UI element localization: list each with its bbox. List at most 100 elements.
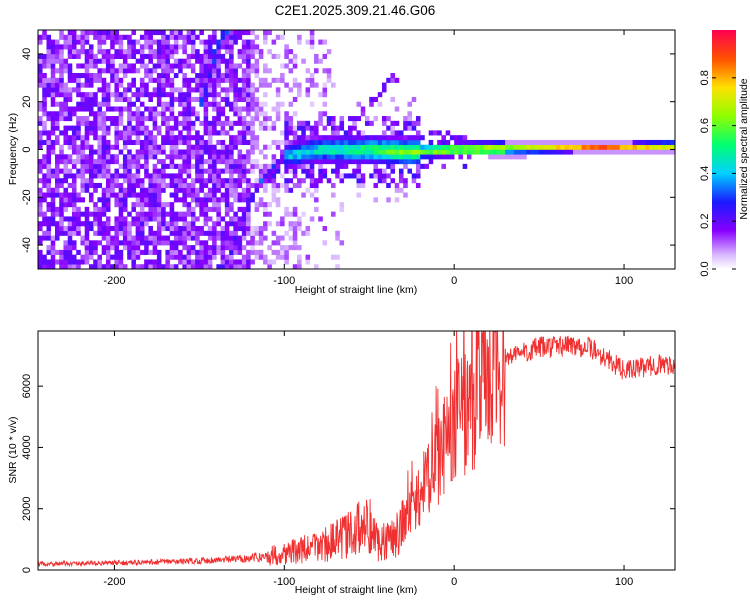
- spectrogram-cell: [628, 149, 633, 155]
- spectrogram-cell: [207, 49, 213, 55]
- spectrogram-cell: [105, 206, 111, 212]
- spectrogram-cell: [84, 245, 90, 251]
- spectrogram-cell: [76, 82, 81, 88]
- spectrogram-cell: [420, 154, 425, 160]
- spectrogram-cell: [195, 168, 200, 174]
- spectrogram-cell: [441, 163, 446, 169]
- spectrogram-cell: [161, 87, 166, 93]
- spectrogram-cell: [63, 87, 69, 93]
- spectrogram-cell: [161, 221, 166, 227]
- spectrogram-cell: [71, 130, 77, 136]
- spectrogram-cell: [93, 34, 98, 40]
- spectrogram-cell: [203, 197, 209, 203]
- spectrogram-cell: [63, 216, 69, 222]
- spectrogram-cell: [335, 230, 340, 236]
- spectrogram-cell: [237, 130, 243, 136]
- spectrogram-cell: [148, 202, 153, 208]
- spectrogram-cell: [348, 159, 353, 165]
- spectrogram-cell: [212, 178, 217, 184]
- spectrogram-cell: [190, 259, 196, 265]
- spectrogram-cell: [564, 149, 570, 155]
- spectrogram-cell: [38, 63, 43, 69]
- spectrogram-cell: [71, 106, 77, 112]
- spectrogram-cell: [203, 77, 209, 83]
- spectrogram-cell: [186, 34, 192, 40]
- spectrogram-cell: [428, 159, 434, 165]
- spectrogram-cell: [356, 149, 362, 155]
- spectrogram-cell: [220, 87, 226, 93]
- spectrogram-cell: [212, 154, 217, 160]
- spectrogram-cell: [547, 149, 553, 155]
- spectrogram-cell: [97, 58, 102, 64]
- spectrogram-cell: [335, 235, 340, 241]
- spectrogram-cell: [131, 53, 136, 59]
- spectrogram-cell: [224, 73, 230, 79]
- spectrogram-cell: [237, 225, 243, 232]
- spectrogram-cell: [76, 63, 81, 69]
- spectrogram-cell: [254, 163, 260, 169]
- spectrogram-cell: [135, 192, 141, 198]
- spectrogram-cell: [148, 96, 153, 102]
- spectrogram-cell: [144, 159, 149, 165]
- spectrogram-cell: [182, 225, 187, 232]
- spectrogram-cell: [169, 92, 175, 98]
- spectrogram-cell: [263, 77, 268, 83]
- spectrogram-cell: [437, 154, 442, 160]
- spectrogram-cell: [229, 34, 234, 40]
- spectrogram-cell: [233, 73, 238, 79]
- spectrogram-cell: [250, 225, 255, 232]
- spectrogram-cell: [139, 149, 145, 155]
- spectrogram-cell: [496, 139, 502, 146]
- spectrogram-cell: [84, 92, 90, 98]
- spectrogram-cell: [585, 144, 591, 150]
- spectrogram-cell: [454, 144, 459, 150]
- spectrogram-cell: [237, 111, 243, 117]
- spectrogram-cell: [186, 106, 192, 112]
- spectrogram-cell: [585, 139, 591, 146]
- spectrogram-cell: [195, 87, 200, 93]
- spectrogram-cell: [186, 254, 192, 260]
- spectrogram-cell: [182, 106, 187, 112]
- spectrogram-cell: [127, 235, 132, 241]
- spectrogram-cell: [169, 63, 175, 69]
- spectrogram-cell: [411, 159, 417, 165]
- spectrogram-cell: [88, 249, 94, 255]
- spectrogram-cell: [381, 82, 387, 88]
- spectrogram-cell: [131, 130, 136, 136]
- spectrogram-cell: [169, 96, 175, 102]
- spectrogram-cell: [203, 230, 209, 236]
- spectrogram-cell: [241, 92, 247, 98]
- spectrogram-cell: [178, 63, 183, 69]
- spectrogram-cell: [263, 187, 268, 193]
- spectrogram-cell: [88, 82, 94, 88]
- spectrogram-cell: [161, 139, 166, 146]
- spectrogram-cell: [267, 245, 272, 251]
- spectrogram-cell: [288, 154, 294, 160]
- spectrogram-cell: [38, 187, 43, 193]
- spectrogram-cell: [462, 139, 468, 146]
- spectrogram-cell: [67, 135, 73, 141]
- spectrogram-cell: [339, 116, 345, 122]
- spectrogram-cell: [386, 159, 391, 165]
- spectrogram-cell: [335, 163, 340, 169]
- spectrogram-cell: [220, 106, 226, 112]
- spectrogram-cell: [297, 82, 302, 88]
- spectrogram-cell: [301, 125, 306, 131]
- spectrogram-cell: [220, 149, 226, 155]
- spectrogram-cell: [203, 254, 209, 260]
- spectrogram-cell: [284, 211, 289, 217]
- spectrogram-cell: [118, 182, 124, 189]
- spectrogram-cell: [305, 173, 311, 179]
- spectrogram-cell: [131, 192, 136, 198]
- spectrogram-cell: [148, 187, 153, 193]
- spectrogram-cell: [50, 130, 56, 136]
- spectrogram-cell: [88, 106, 94, 112]
- spectrogram-cell: [135, 111, 141, 117]
- spectrogram-cell: [54, 82, 60, 88]
- spectrogram-cell: [127, 230, 132, 236]
- spectrogram-cell: [93, 63, 98, 69]
- spectrogram-cell: [186, 116, 192, 122]
- spectrogram-cell: [356, 101, 362, 107]
- spectrogram-cell: [131, 221, 136, 227]
- spectrogram-cell: [220, 245, 226, 251]
